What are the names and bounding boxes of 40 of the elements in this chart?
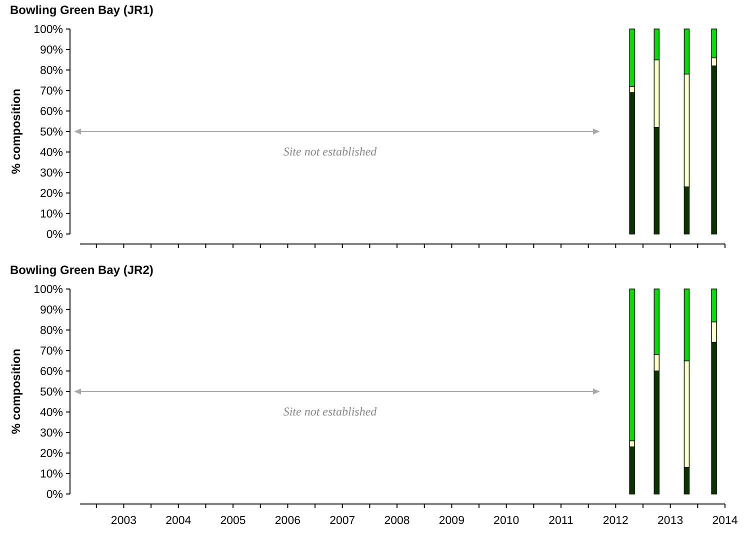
y-tick-label: 20% xyxy=(40,188,63,200)
y-tick-label: 90% xyxy=(40,44,63,57)
x-tick-label: 2006 xyxy=(274,515,301,527)
y-tick-label: 40% xyxy=(40,147,63,160)
y-tick-label: 0% xyxy=(46,489,63,502)
x-tick-label: 2010 xyxy=(494,515,520,527)
x-tick-label: 2003 xyxy=(110,515,137,527)
y-tick-label: 20% xyxy=(40,448,63,460)
y-tick-label: 40% xyxy=(40,407,63,420)
chart-title: Bowling Green Bay (JR1) xyxy=(10,3,154,17)
x-tick-label: 2008 xyxy=(384,515,410,527)
annotation: Site not established xyxy=(283,404,378,418)
x-tick-label: 2007 xyxy=(330,515,356,527)
x-tick-label: 2014 xyxy=(712,515,738,527)
y-tick-label: 50% xyxy=(40,126,63,139)
y-tick-label: 50% xyxy=(40,386,63,399)
chart-title: Bowling Green Bay (JR2) xyxy=(10,263,154,277)
y-tick-label: 60% xyxy=(40,106,63,118)
y-tick-label: 80% xyxy=(40,65,63,78)
y-tick-label: 30% xyxy=(40,428,63,440)
x-tick-label: 2009 xyxy=(438,515,464,527)
y-tick-label: 30% xyxy=(40,168,63,180)
annotation: Site not established xyxy=(283,144,378,158)
y-axis-title: % composition xyxy=(9,348,23,434)
y-tick-label: 70% xyxy=(40,346,63,358)
y-tick-label: 60% xyxy=(40,366,63,378)
y-tick-label: 10% xyxy=(40,468,63,481)
y-tick-label: 80% xyxy=(40,325,63,338)
x-tick-label: 2013 xyxy=(658,515,684,527)
x-tick-label: 2011 xyxy=(548,515,574,527)
y-axis-title: % composition xyxy=(9,88,23,174)
y-tick-label: 90% xyxy=(40,304,63,317)
y-tick-label: 10% xyxy=(40,208,63,221)
x-tick-label: 2005 xyxy=(220,515,246,527)
x-tick-label: 2004 xyxy=(166,515,192,527)
x-tick-label: 2012 xyxy=(602,515,628,527)
y-tick-label: 100% xyxy=(34,284,63,296)
y-tick-label: 70% xyxy=(40,86,63,98)
y-tick-label: 100% xyxy=(34,24,63,36)
y-tick-label: 0% xyxy=(46,229,63,242)
